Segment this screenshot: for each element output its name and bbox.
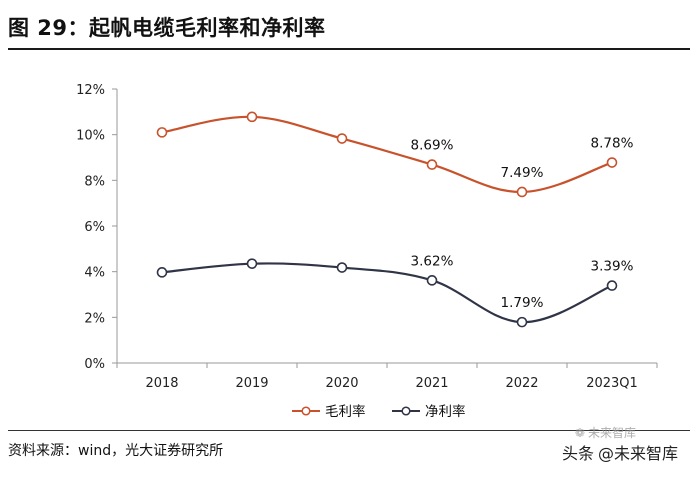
legend-label: 净利率 <box>425 403 466 420</box>
x-tick-label: 2019 <box>235 376 268 391</box>
chart-axes: 0% 2% 4% 6% 8% 10% 12% 2018 2019 2020 2021 2022 2023… <box>76 83 658 391</box>
data-point <box>156 127 168 138</box>
y-tick-label: 0% <box>84 357 105 372</box>
y-tick-label: 10% <box>76 129 105 144</box>
x-tick-label: 2018 <box>145 376 178 391</box>
watermark-logo: ❁ 未来智库 <box>575 424 636 441</box>
footer-divider <box>8 430 690 431</box>
data-label: 7.49% <box>501 165 544 181</box>
data-point <box>606 280 618 291</box>
legend-swatch-marker <box>301 406 311 416</box>
watermark-logo-text: 未来智库 <box>587 426 636 440</box>
data-label: 8.69% <box>411 138 454 154</box>
watermark: ❁ 未来智库 头条 @未来智库 <box>561 426 678 464</box>
title-divider <box>8 48 690 50</box>
data-point <box>336 262 348 273</box>
data-label: 3.39% <box>591 259 634 275</box>
y-tick-label: 2% <box>84 311 105 326</box>
data-label: 1.79% <box>501 295 544 311</box>
y-tick-label: 6% <box>84 220 105 235</box>
data-label: 8.78% <box>591 136 634 152</box>
data-point <box>246 258 258 269</box>
line-chart: 0% 2% 4% 6% 8% 10% 12% 2018 2019 2020 2021 2022 2023… <box>76 83 658 420</box>
y-tick-label: 12% <box>76 83 105 98</box>
data-point <box>336 133 348 144</box>
data-point <box>606 157 618 168</box>
series-line-net-margin <box>161 262 613 324</box>
figure-title: 图 29：起帆电缆毛利率和净利率 <box>8 16 326 40</box>
chart-series: 8.69% 7.49% 8.78% 3.62% 1.79% 3.39% <box>156 111 634 328</box>
source-note: 资料来源：wind，光大证券研究所 <box>8 443 224 459</box>
watermark-name: @未来智库 <box>597 444 678 463</box>
x-tick-label: 2022 <box>505 376 538 391</box>
data-point <box>426 275 438 286</box>
data-point <box>246 111 258 123</box>
watermark-prefix: 头条 <box>561 444 594 463</box>
data-point <box>516 316 528 328</box>
x-tick-label: 2021 <box>415 376 448 391</box>
x-tick-label: 2020 <box>325 376 358 391</box>
legend-label: 毛利率 <box>325 403 366 420</box>
legend-swatch-marker <box>401 406 411 416</box>
y-tick-label: 4% <box>84 266 105 281</box>
series-line-gross-margin <box>161 115 613 194</box>
wechat-icon: ❁ <box>574 425 585 440</box>
x-tick-label: 2023Q1 <box>586 376 638 391</box>
chart-legend: 毛利率 净利率 <box>292 403 466 420</box>
data-point <box>156 267 168 278</box>
y-tick-label: 8% <box>84 174 105 189</box>
data-point <box>516 186 528 198</box>
data-point <box>426 159 438 170</box>
data-label: 3.62% <box>411 253 454 269</box>
